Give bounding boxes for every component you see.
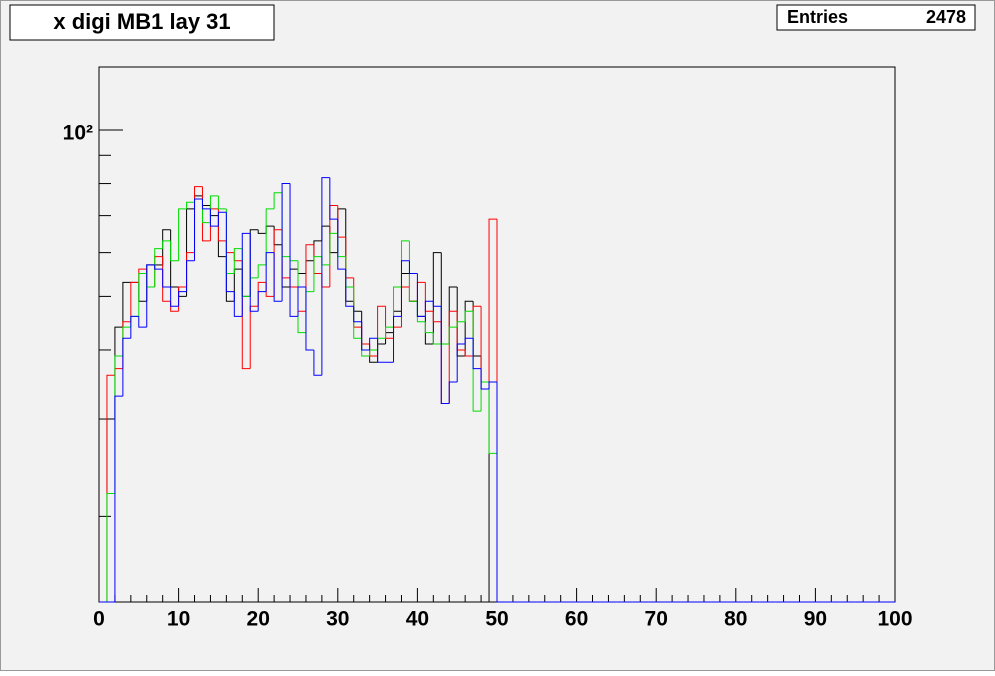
histogram-step xyxy=(281,183,291,302)
histogram-step xyxy=(209,208,219,227)
histogram-step xyxy=(393,315,402,363)
histogram-step xyxy=(353,306,362,323)
histogram-step xyxy=(225,212,235,293)
histogram-step xyxy=(186,201,195,209)
histogram-step xyxy=(464,349,474,357)
histogram-step xyxy=(273,192,283,209)
histogram-step xyxy=(154,264,163,270)
histogram-step xyxy=(424,321,434,334)
histogram-step xyxy=(496,382,505,603)
histogram-step xyxy=(329,232,338,265)
histogram-step xyxy=(178,291,187,307)
histogram-step xyxy=(305,286,314,351)
histogram-step xyxy=(178,208,187,261)
histogram-step xyxy=(170,240,179,262)
histogram-step xyxy=(154,248,163,287)
histogram-step xyxy=(217,195,227,210)
histogram-step xyxy=(440,306,450,405)
histogram-step xyxy=(162,269,171,288)
histogram-step xyxy=(432,311,442,323)
histogram-step xyxy=(400,260,410,317)
x-tick-label: 100 xyxy=(877,608,912,631)
histogram-step xyxy=(464,310,474,322)
x-tick-label: 60 xyxy=(565,608,588,631)
histogram-step xyxy=(432,332,442,345)
histogram-step xyxy=(130,315,139,339)
x-tick-label: 80 xyxy=(724,608,747,631)
histogram-step xyxy=(257,264,267,278)
histogram-step xyxy=(130,281,139,322)
histogram-step xyxy=(377,338,386,363)
histogram-step xyxy=(385,326,394,339)
y-tick-label: 10² xyxy=(63,122,93,145)
histogram-step xyxy=(106,492,115,602)
histogram-step xyxy=(448,381,458,404)
histogram-step xyxy=(162,240,171,249)
histogram-step xyxy=(273,252,283,302)
histogram-step xyxy=(201,199,211,210)
histogram-step xyxy=(249,233,259,312)
histogram-step xyxy=(257,229,267,234)
histogram-step xyxy=(297,260,306,334)
histogram-step xyxy=(345,269,354,307)
histogram-step xyxy=(480,368,490,390)
histogram-step xyxy=(337,219,346,270)
histogram-step xyxy=(217,211,227,227)
x-tick-label: 40 xyxy=(406,608,429,631)
histogram-step xyxy=(233,248,243,274)
title-box xyxy=(9,4,275,41)
histogram-step xyxy=(233,291,243,317)
histogram-step xyxy=(488,382,497,454)
histogram-step xyxy=(416,273,426,317)
histogram-step xyxy=(448,326,458,345)
histogram-step xyxy=(170,286,179,307)
histogram-step xyxy=(265,252,275,292)
histogram-step xyxy=(122,337,131,397)
histogram-step xyxy=(329,177,338,220)
histogram-step xyxy=(488,218,497,389)
chart-title: x digi MB1 lay 31 xyxy=(53,9,230,34)
stats-value: 2478 xyxy=(926,7,966,27)
histogram-step xyxy=(297,286,306,317)
histogram-step xyxy=(464,337,474,345)
stats-box xyxy=(776,4,976,31)
x-tick-label: 0 xyxy=(93,608,105,631)
histogram-step xyxy=(488,381,497,389)
histogram-step xyxy=(448,310,458,404)
histogram-step xyxy=(265,208,275,265)
histogram-step xyxy=(456,343,466,383)
histogram-step xyxy=(194,198,203,261)
x-tick-label: 30 xyxy=(326,608,349,631)
histogram-step xyxy=(408,260,418,275)
histogram-step xyxy=(313,256,322,292)
histogram-step xyxy=(138,273,147,317)
stats-label: Entries xyxy=(787,7,848,27)
histogram-step xyxy=(313,349,322,376)
histogram-step xyxy=(393,286,402,328)
histogram-step xyxy=(472,338,482,370)
histogram-step xyxy=(321,177,330,376)
histogram-step xyxy=(114,395,123,602)
histogram-step xyxy=(369,337,378,350)
histogram-step xyxy=(257,291,267,312)
x-tick-label: 70 xyxy=(645,608,668,631)
x-tick-label: 90 xyxy=(804,608,827,631)
histogram-step xyxy=(353,286,362,339)
histogram-step xyxy=(186,260,195,292)
histogram-step xyxy=(289,183,298,317)
x-tick-label: 20 xyxy=(247,608,270,631)
histogram-step xyxy=(456,321,466,328)
histogram-step xyxy=(424,300,434,317)
histogram-step xyxy=(488,388,497,603)
histogram-step xyxy=(122,281,131,328)
histogram-step xyxy=(162,229,171,265)
histogram-step xyxy=(241,232,251,317)
histogram-step xyxy=(361,321,370,351)
histogram-step xyxy=(432,301,442,307)
x-tick-label: 50 xyxy=(485,608,508,631)
histogram-step xyxy=(138,316,147,328)
x-tick-label: 10 xyxy=(167,608,190,631)
histogram-step xyxy=(146,264,155,328)
